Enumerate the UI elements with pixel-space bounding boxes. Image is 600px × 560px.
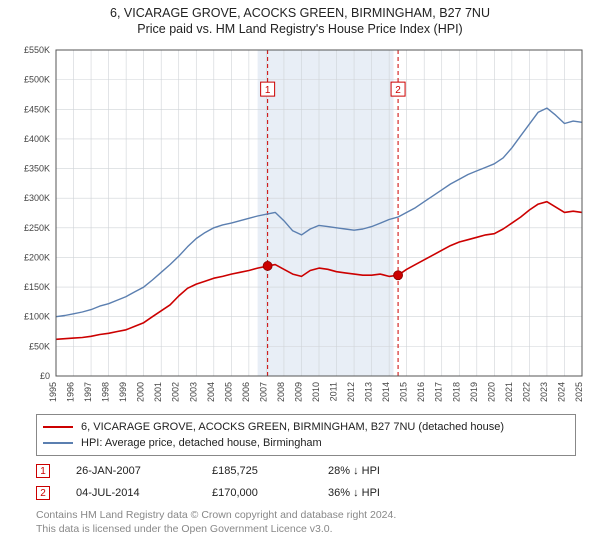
svg-text:2010: 2010 xyxy=(311,382,321,402)
svg-text:2020: 2020 xyxy=(486,382,496,402)
svg-text:1997: 1997 xyxy=(83,382,93,402)
svg-text:2024: 2024 xyxy=(556,382,566,402)
svg-text:1996: 1996 xyxy=(66,382,76,402)
svg-text:2007: 2007 xyxy=(258,382,268,402)
svg-text:2018: 2018 xyxy=(451,382,461,402)
svg-text:£400K: £400K xyxy=(24,134,50,144)
svg-text:1995: 1995 xyxy=(48,382,58,402)
svg-text:2011: 2011 xyxy=(329,382,339,401)
legend: 6, VICARAGE GROVE, ACOCKS GREEN, BIRMING… xyxy=(36,414,576,456)
event-price: £170,000 xyxy=(212,487,302,499)
svg-text:2001: 2001 xyxy=(153,382,163,402)
svg-text:2014: 2014 xyxy=(381,382,391,402)
svg-text:£500K: £500K xyxy=(24,75,50,85)
event-date: 26-JAN-2007 xyxy=(76,465,186,477)
svg-text:2021: 2021 xyxy=(504,382,514,402)
svg-text:2008: 2008 xyxy=(276,382,286,402)
svg-text:£0: £0 xyxy=(40,371,50,381)
event-marker: 2 xyxy=(36,486,50,500)
data-attribution: Contains HM Land Registry data © Crown c… xyxy=(36,508,576,536)
svg-text:£50K: £50K xyxy=(29,341,50,351)
svg-text:2016: 2016 xyxy=(416,382,426,402)
svg-text:2023: 2023 xyxy=(539,382,549,402)
svg-text:2002: 2002 xyxy=(171,382,181,402)
chart-title-block: 6, VICARAGE GROVE, ACOCKS GREEN, BIRMING… xyxy=(0,0,600,36)
svg-text:2: 2 xyxy=(395,85,401,96)
svg-text:£350K: £350K xyxy=(24,164,50,174)
event-pct: 36% ↓ HPI xyxy=(328,487,428,499)
chart-title-line2: Price paid vs. HM Land Registry's House … xyxy=(0,22,600,36)
footer-line2: This data is licensed under the Open Gov… xyxy=(36,522,576,536)
svg-text:2022: 2022 xyxy=(521,382,531,402)
svg-text:2025: 2025 xyxy=(574,382,584,402)
event-price: £185,725 xyxy=(212,465,302,477)
svg-text:£100K: £100K xyxy=(24,312,50,322)
svg-text:2015: 2015 xyxy=(399,382,409,402)
legend-swatch xyxy=(43,442,73,444)
svg-text:2005: 2005 xyxy=(223,382,233,402)
svg-text:£300K: £300K xyxy=(24,193,50,203)
svg-text:£450K: £450K xyxy=(24,104,50,114)
svg-text:1999: 1999 xyxy=(118,382,128,402)
svg-text:2019: 2019 xyxy=(469,382,479,402)
legend-label: 6, VICARAGE GROVE, ACOCKS GREEN, BIRMING… xyxy=(81,421,504,433)
legend-label: HPI: Average price, detached house, Birm… xyxy=(81,437,322,449)
svg-text:2006: 2006 xyxy=(241,382,251,402)
svg-text:2004: 2004 xyxy=(206,382,216,402)
legend-row: HPI: Average price, detached house, Birm… xyxy=(43,435,569,451)
svg-text:2009: 2009 xyxy=(293,382,303,402)
svg-text:2003: 2003 xyxy=(188,382,198,402)
chart-title-line1: 6, VICARAGE GROVE, ACOCKS GREEN, BIRMING… xyxy=(0,6,600,20)
footer-line1: Contains HM Land Registry data © Crown c… xyxy=(36,508,576,522)
svg-text:£150K: £150K xyxy=(24,282,50,292)
svg-text:1: 1 xyxy=(265,85,271,96)
svg-text:2017: 2017 xyxy=(434,382,444,402)
event-pct: 28% ↓ HPI xyxy=(328,465,428,477)
svg-text:£200K: £200K xyxy=(24,252,50,262)
sale-events: 1 26-JAN-2007 £185,725 28% ↓ HPI 2 04-JUL-201… xyxy=(36,460,576,504)
legend-row: 6, VICARAGE GROVE, ACOCKS GREEN, BIRMING… xyxy=(43,419,569,435)
svg-text:2013: 2013 xyxy=(364,382,374,402)
svg-text:1998: 1998 xyxy=(101,382,111,402)
svg-text:2012: 2012 xyxy=(346,382,356,402)
event-marker: 1 xyxy=(36,464,50,478)
price-chart: £0 £50K £100K £150K £200K £250K £300K £350K £400… xyxy=(10,44,590,404)
event-row: 1 26-JAN-2007 £185,725 28% ↓ HPI xyxy=(36,460,576,482)
chart-svg: £0 £50K £100K £150K £200K £250K £300K £350K £400… xyxy=(10,44,590,404)
event-row: 2 04-JUL-2014 £170,000 36% ↓ HPI xyxy=(36,482,576,504)
event-date: 04-JUL-2014 xyxy=(76,487,186,499)
svg-text:£550K: £550K xyxy=(24,45,50,55)
legend-swatch xyxy=(43,426,73,428)
svg-text:£250K: £250K xyxy=(24,223,50,233)
svg-text:2000: 2000 xyxy=(136,382,146,402)
